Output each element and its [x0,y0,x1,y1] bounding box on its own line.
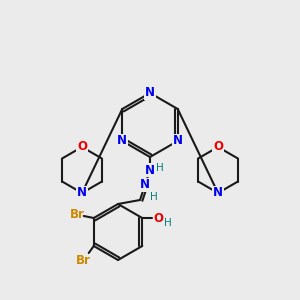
Text: O: O [77,140,87,154]
Text: Br: Br [70,208,85,220]
Text: H: H [164,218,172,228]
Text: N: N [213,187,223,200]
Text: N: N [173,134,183,148]
Text: Br: Br [76,254,91,266]
Text: N: N [117,134,127,148]
Text: N: N [140,178,150,191]
Text: N: N [77,187,87,200]
Text: N: N [145,164,155,176]
Text: O: O [153,212,163,224]
Text: H: H [150,192,158,202]
Text: O: O [213,140,223,154]
Text: H: H [156,163,164,173]
Text: N: N [145,86,155,100]
